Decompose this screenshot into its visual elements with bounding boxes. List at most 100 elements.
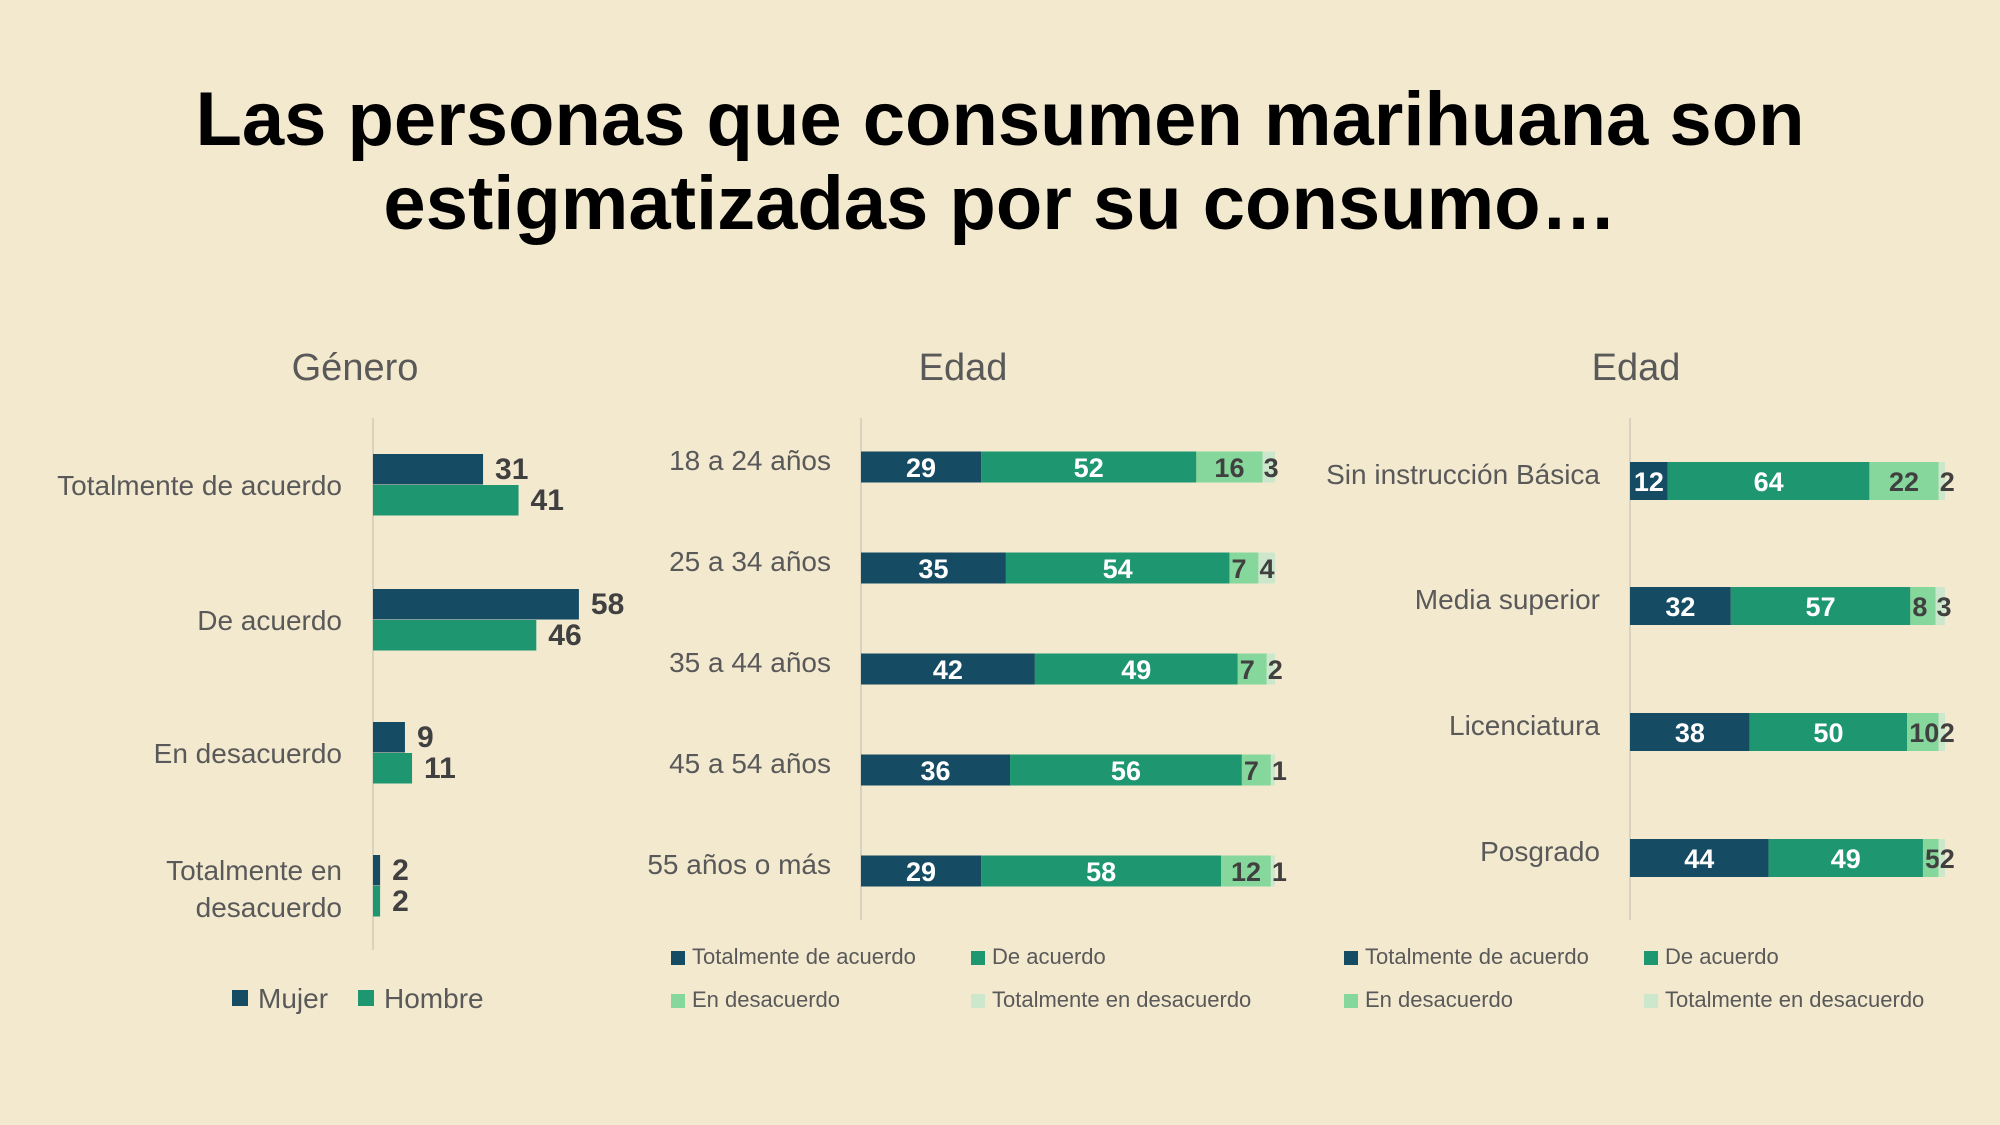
legend-swatch: [971, 951, 985, 965]
data-label: 3: [1937, 592, 1952, 622]
category-label: 18 a 24 años: [669, 445, 831, 476]
bar-segment: [1005, 552, 1230, 584]
category-label: 25 a 34 años: [669, 546, 831, 577]
bar-segment: [1630, 713, 1750, 751]
legend: Mujer Hombre: [232, 983, 484, 1014]
bar-segment: [981, 451, 1197, 483]
legend-label: Hombre: [384, 983, 484, 1014]
bar-segment: [1730, 587, 1911, 625]
data-label: 1: [1272, 756, 1287, 786]
legend-label: Totalmente en desacuerdo: [992, 987, 1251, 1012]
category-label: De acuerdo: [197, 605, 342, 636]
data-label: 32: [1665, 592, 1695, 622]
data-label: 7: [1231, 554, 1246, 584]
data-label: 46: [548, 619, 581, 652]
data-label: 5: [1925, 844, 1940, 874]
bar: [373, 620, 537, 651]
data-label: 64: [1754, 467, 1784, 497]
bar-segment: [1910, 587, 1936, 625]
legend-swatch: [1644, 951, 1658, 965]
bar-segment: [1630, 462, 1668, 500]
chart-title: Género: [292, 347, 419, 389]
bar-segment: [861, 653, 1035, 685]
data-label: 2: [1268, 655, 1283, 685]
bar-segment: [1667, 462, 1870, 500]
data-label: 7: [1244, 756, 1259, 786]
data-label: 31: [495, 453, 528, 486]
bar-segment: [1010, 754, 1242, 786]
data-label: 36: [920, 756, 950, 786]
bar-segment: [1221, 855, 1271, 887]
legend-swatch: [1644, 994, 1658, 1008]
category-label: Media superior: [1415, 584, 1600, 615]
page-title-line-2: estigmatizadas por su consumo…: [383, 161, 1617, 246]
legend: Totalmente de acuerdo De acuerdo En desacu…: [1344, 944, 1924, 1012]
bar: [373, 485, 519, 516]
bar: [373, 589, 579, 620]
bar-segment: [1630, 587, 1731, 625]
bar-segment: [1237, 653, 1267, 685]
bar: [373, 454, 484, 485]
data-label: 50: [1813, 718, 1843, 748]
legend-swatch: [971, 994, 985, 1008]
legend-swatch: [1344, 951, 1358, 965]
category-label: 45 a 54 años: [669, 748, 831, 779]
legend-swatch: [358, 990, 374, 1006]
data-label: 57: [1806, 592, 1836, 622]
bar-segment: [1938, 462, 1945, 500]
bar: [373, 886, 381, 917]
legend-label: De acuerdo: [992, 944, 1106, 969]
data-label: 2: [1940, 467, 1955, 497]
bar-segment: [1938, 713, 1945, 751]
legend-label: Totalmente de acuerdo: [1365, 944, 1589, 969]
bar-segment: [861, 451, 982, 483]
bar-segment: [1262, 451, 1275, 483]
data-label: 10: [1909, 718, 1939, 748]
data-label: 2: [1940, 718, 1955, 748]
bar-segment: [1935, 587, 1945, 625]
bar: [373, 855, 381, 886]
legend-label: En desacuerdo: [1365, 987, 1513, 1012]
legend: Totalmente de acuerdo De acuerdo En desacu…: [671, 944, 1251, 1012]
bar-segment: [1922, 839, 1939, 877]
bar-segment: [1266, 653, 1275, 685]
data-label: 29: [906, 453, 936, 483]
bar-segment: [1270, 855, 1275, 887]
chart-edad: Edad 18 a 24 años 29 52 16 3 25 a 34 años 35 54 7…: [647, 347, 1287, 1012]
data-label: 49: [1121, 655, 1151, 685]
category-label: 35 a 44 años: [669, 647, 831, 678]
data-label: 7: [1240, 655, 1255, 685]
data-label: 42: [933, 655, 963, 685]
bar-segment: [861, 552, 1006, 584]
legend-swatch: [1344, 994, 1358, 1008]
chart-title: Edad: [1592, 347, 1681, 389]
data-label: 8: [1912, 592, 1927, 622]
bar-segment: [1938, 839, 1945, 877]
data-label: 38: [1675, 718, 1705, 748]
data-label: 16: [1214, 453, 1244, 483]
bar-segment: [861, 754, 1011, 786]
data-label: 2: [392, 885, 409, 918]
legend-label: Totalmente de acuerdo: [692, 944, 916, 969]
data-label: 4: [1259, 554, 1274, 584]
data-label: 1: [1272, 857, 1287, 887]
bar-segment: [1034, 653, 1238, 685]
data-label: 9: [417, 721, 434, 754]
data-label: 54: [1103, 554, 1133, 584]
chart-title: Edad: [919, 347, 1008, 389]
data-label: 52: [1074, 453, 1104, 483]
category-label: 55 años o más: [647, 849, 831, 880]
bar: [373, 753, 413, 784]
data-label: 58: [1086, 857, 1116, 887]
data-label: 49: [1831, 844, 1861, 874]
page-title: Las personas que consumen marihuana son …: [0, 78, 2000, 246]
bar-segment: [1749, 713, 1908, 751]
data-label: 41: [531, 484, 564, 517]
data-label: 58: [591, 588, 624, 621]
bar-segment: [1241, 754, 1271, 786]
data-label: 12: [1231, 857, 1261, 887]
category-label: En desacuerdo: [154, 738, 342, 769]
bar-segment: [1768, 839, 1923, 877]
